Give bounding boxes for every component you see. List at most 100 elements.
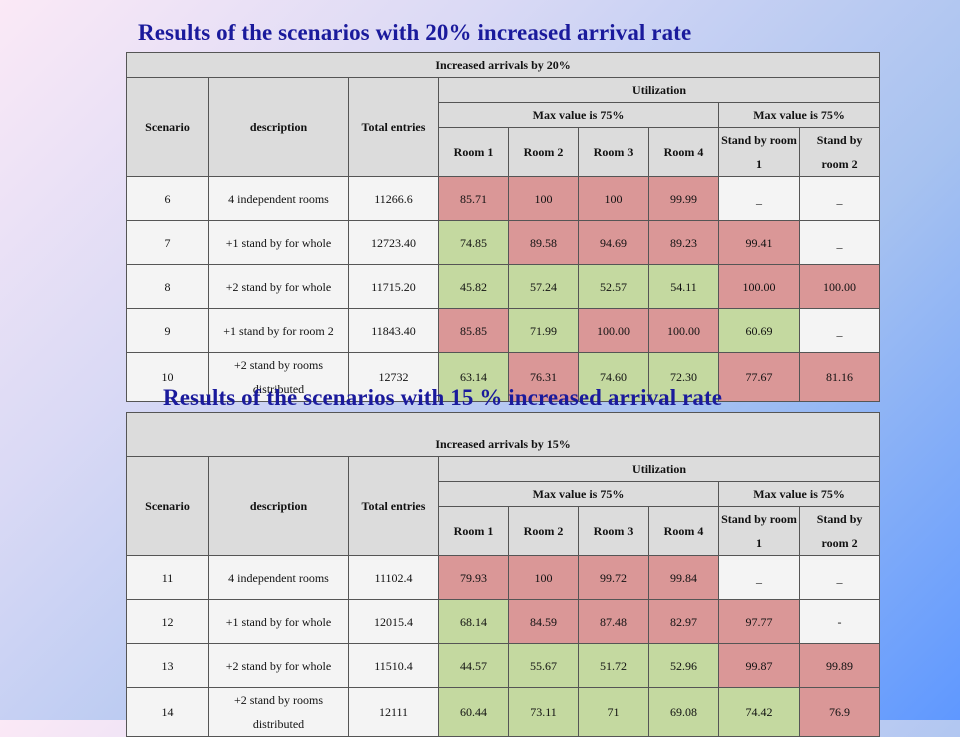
cell-standby-1: _ [718, 555, 800, 600]
cell-total: 12723.40 [348, 220, 439, 265]
cell-room-4: 69.08 [648, 687, 719, 737]
header-room-1: Room 1 [438, 506, 509, 556]
cell-room-4: 54.11 [648, 264, 719, 309]
table-row: 13 +2 stand by for whole 11510.4 44.57 5… [126, 643, 881, 688]
header-standby-1: Stand by room 1 [718, 506, 800, 556]
header-standby-1: Stand by room 1 [718, 127, 800, 177]
table-row: 11 4 independent rooms 11102.4 79.93 100… [126, 555, 881, 600]
table-title: Increased arrivals by 20% [125, 52, 881, 78]
cell-description: +1 stand by for room 2 [208, 308, 349, 353]
cell-description: 4 independent rooms [208, 555, 349, 600]
section-title-15: Results of the scenarios with 15 % incre… [163, 385, 723, 410]
cell-room-2: 76.31 [508, 352, 579, 402]
cell-description: 4 independent rooms [208, 176, 349, 221]
cell-room-2: 100 [508, 555, 579, 600]
section-title-20: Results of the scenarios with 20% increa… [138, 20, 692, 45]
header-max-rooms: Max value is 75% [438, 102, 719, 128]
table-row: 8 +2 stand by for whole 11715.20 45.82 5… [126, 264, 881, 309]
cell-room-1: 68.14 [438, 599, 509, 644]
cell-room-1: 85.71 [438, 176, 509, 221]
header-utilization: Utilization [437, 456, 881, 482]
cell-scenario: 13 [126, 643, 209, 688]
table-row: 12 +1 stand by for whole 12015.4 68.14 8… [126, 599, 881, 644]
header-room-1: Room 1 [438, 127, 509, 177]
header-utilization: Utilization [437, 77, 881, 103]
cell-room-3: 94.69 [578, 220, 649, 265]
cell-standby-2: 99.89 [798, 643, 881, 688]
cell-room-2: 71.99 [508, 308, 579, 353]
cell-description: +1 stand by for whole [208, 220, 349, 265]
cell-room-3: 87.48 [578, 599, 649, 644]
header-standby-2: Stand by room 2 [798, 506, 881, 556]
header-total-entries: Total entries [348, 456, 439, 556]
cell-description: +2 stand by for whole [208, 643, 349, 688]
table-row: 6 4 independent rooms 11266.6 85.71 100 … [126, 176, 881, 221]
cell-room-3: 71 [578, 687, 649, 737]
cell-room-4: 52.96 [648, 643, 719, 688]
cell-standby-2: 100.00 [798, 264, 881, 309]
cell-room-2: 57.24 [508, 264, 579, 309]
cell-room-4: 89.23 [648, 220, 719, 265]
cell-room-2: 100 [508, 176, 579, 221]
cell-room-4: 100.00 [648, 308, 719, 353]
cell-scenario: 9 [126, 308, 209, 353]
cell-total: 11102.4 [348, 555, 439, 600]
header-room-4: Room 4 [648, 127, 719, 177]
cell-room-1: 85.85 [438, 308, 509, 353]
cell-scenario: 12 [126, 599, 209, 644]
cell-room-4: 99.84 [648, 555, 719, 600]
header-room-4: Room 4 [648, 506, 719, 556]
cell-scenario: 10 [126, 352, 209, 402]
cell-standby-2: 81.16 [798, 352, 881, 402]
results-table-15: Increased arrivals by 15% Scenario descr… [125, 412, 881, 737]
cell-room-4: 72.30 [648, 352, 719, 402]
cell-room-2: 55.67 [508, 643, 579, 688]
table-row: 14 +2 stand by rooms distributed 12111 6… [126, 687, 881, 737]
header-scenario: Scenario [126, 77, 209, 177]
cell-room-3: 100 [578, 176, 649, 221]
header-standby-2: Stand by room 2 [798, 127, 881, 177]
header-total-entries: Total entries [348, 77, 439, 177]
table-row: 7 +1 stand by for whole 12723.40 74.85 8… [126, 220, 881, 265]
cell-standby-2: _ [798, 176, 881, 221]
cell-standby-1: _ [718, 176, 800, 221]
table-title: Increased arrivals by 15% [125, 412, 881, 457]
header-max-standby: Max value is 75% [717, 481, 881, 507]
cell-description: +2 stand by for whole [208, 264, 349, 309]
cell-scenario: 14 [126, 687, 209, 737]
cell-standby-1: 60.69 [718, 308, 800, 353]
header-description: description [208, 77, 349, 177]
header-scenario: Scenario [126, 456, 209, 556]
cell-room-2: 73.11 [508, 687, 579, 737]
cell-room-3: 74.60 [578, 352, 649, 402]
cell-standby-1: 74.42 [718, 687, 800, 737]
cell-room-2: 89.58 [508, 220, 579, 265]
cell-room-1: 45.82 [438, 264, 509, 309]
cell-room-4: 82.97 [648, 599, 719, 644]
header-description: description [208, 456, 349, 556]
cell-scenario: 11 [126, 555, 209, 600]
cell-total: 11266.6 [348, 176, 439, 221]
cell-total: 12015.4 [348, 599, 439, 644]
cell-room-1: 60.44 [438, 687, 509, 737]
cell-room-1: 74.85 [438, 220, 509, 265]
header-room-3: Room 3 [578, 127, 649, 177]
cell-room-1: 44.57 [438, 643, 509, 688]
cell-standby-2: _ [798, 555, 881, 600]
cell-total: 11715.20 [348, 264, 439, 309]
cell-standby-2: - [798, 599, 881, 644]
cell-scenario: 6 [126, 176, 209, 221]
cell-room-3: 99.72 [578, 555, 649, 600]
cell-room-3: 52.57 [578, 264, 649, 309]
cell-description: +2 stand by rooms distributed [208, 687, 349, 737]
header-room-3: Room 3 [578, 506, 649, 556]
cell-scenario: 7 [126, 220, 209, 265]
header-room-2: Room 2 [508, 127, 579, 177]
cell-total: 11843.40 [348, 308, 439, 353]
table-row: 9 +1 stand by for room 2 11843.40 85.85 … [126, 308, 881, 353]
results-table-20: Increased arrivals by 20% Scenario descr… [125, 52, 881, 402]
cell-room-1: 63.14 [438, 352, 509, 402]
cell-standby-2: _ [798, 308, 881, 353]
cell-room-1: 79.93 [438, 555, 509, 600]
header-room-2: Room 2 [508, 506, 579, 556]
